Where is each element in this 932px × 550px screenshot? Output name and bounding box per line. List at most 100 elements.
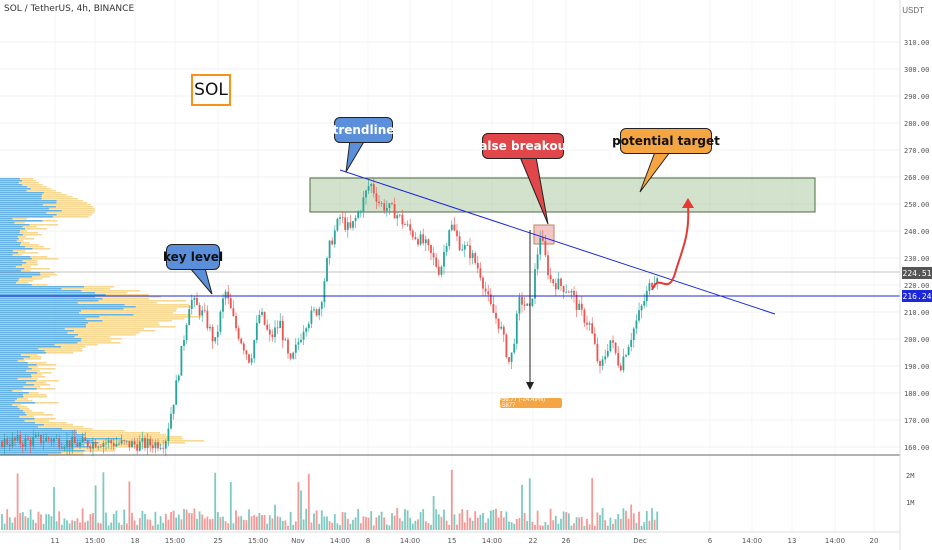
volume-bar [253, 515, 256, 530]
candle-body [411, 230, 414, 238]
profile-bar-down [20, 270, 31, 272]
volume-bar [6, 509, 9, 530]
volume-bar [388, 525, 391, 530]
profile-bar-down [81, 338, 122, 340]
volume-bar [305, 508, 308, 530]
profile-bar-down [25, 228, 47, 230]
candles [1, 178, 659, 457]
candle-body [271, 334, 274, 338]
profile-bar-down [12, 254, 22, 256]
profile-bar-up [0, 230, 20, 232]
volume-bar [188, 512, 191, 530]
time-tick-label: 25 [214, 537, 223, 545]
volume-bar [261, 515, 263, 530]
volume-bar [133, 520, 136, 530]
profile-bar-down [18, 238, 35, 240]
candle-body [635, 320, 638, 329]
candle-body [648, 283, 651, 291]
time-tick-label: 15:00 [165, 537, 185, 545]
candle-body [3, 438, 6, 448]
volume-bar [354, 517, 357, 530]
candle-body [554, 283, 557, 290]
volume-bar [580, 516, 583, 530]
profile-bar-down [52, 216, 89, 218]
candle-body [58, 438, 61, 448]
candle-body [196, 297, 198, 306]
candle-body [396, 215, 399, 219]
profile-bar-down [26, 190, 57, 192]
profile-bar-down [35, 402, 59, 404]
candle-body [487, 291, 490, 295]
candle-body [495, 312, 497, 319]
profile-bar-down [34, 384, 51, 386]
profile-bar-up [0, 292, 95, 294]
candle-body [164, 441, 167, 449]
profile-bar-down [34, 422, 67, 424]
profile-bar-down [18, 252, 39, 254]
volume-tick-label: 1M [906, 499, 914, 507]
volume-bar [380, 511, 383, 530]
volume-bar [248, 509, 250, 530]
price-tick-label: 260.00 [904, 174, 929, 182]
candle-body [341, 217, 344, 219]
volume-bar [216, 512, 219, 530]
time-tick-label: 22 [529, 537, 538, 545]
candle-body [406, 224, 409, 226]
profile-bar-up [0, 278, 20, 280]
profile-bar-up [0, 342, 78, 344]
candle-body [320, 302, 323, 309]
profile-bar-up [0, 390, 13, 392]
volume-bar [625, 510, 627, 530]
candle-body [45, 437, 48, 442]
candle-body [331, 240, 334, 245]
profile-bar-up [0, 404, 13, 406]
volume-bar [424, 521, 427, 530]
volume-bar [76, 518, 79, 530]
candle-body [16, 435, 19, 441]
volume-bar [502, 517, 505, 530]
candle-body [222, 298, 224, 312]
volume-bar [427, 523, 430, 530]
volume-bar [66, 520, 68, 530]
profile-bar-up [0, 234, 23, 236]
profile-bar-up [0, 356, 31, 358]
volume-bar [318, 523, 321, 530]
candle-body [144, 438, 146, 448]
profile-bar-up [0, 252, 19, 254]
candle-body [193, 297, 196, 300]
profile-bar-down [36, 388, 56, 390]
candle-body [391, 203, 393, 205]
candle-body [131, 441, 133, 448]
candle-body [619, 365, 622, 371]
profile-bar-up [0, 180, 23, 182]
volume-bar [11, 522, 14, 530]
volume-bar [614, 519, 617, 530]
volume-bar [406, 510, 409, 530]
candle-body [40, 434, 42, 444]
candle-body [640, 305, 643, 311]
profile-bar-up [0, 314, 134, 316]
volume-bar [315, 510, 318, 530]
volume-bar [547, 524, 549, 530]
profile-bar-up [0, 360, 18, 362]
candle-body [86, 440, 89, 447]
candle-body [476, 262, 479, 269]
candle-body [404, 224, 406, 226]
candle-body [1, 441, 3, 448]
time-tick-label: 11 [51, 537, 60, 545]
volume-bar [302, 519, 305, 530]
candle-body [352, 221, 354, 228]
candle-body [562, 286, 565, 293]
target-arrowhead [682, 198, 694, 208]
candle-body [209, 326, 211, 329]
candle-body [536, 254, 539, 270]
volume-bar [175, 517, 178, 530]
profile-bar-down [17, 236, 27, 238]
candle-body [162, 447, 165, 449]
volume-bar [336, 523, 339, 530]
candle-body [599, 361, 601, 366]
candle-body [359, 212, 362, 213]
profile-bar-up [0, 244, 21, 246]
profile-bar-up [0, 394, 24, 396]
